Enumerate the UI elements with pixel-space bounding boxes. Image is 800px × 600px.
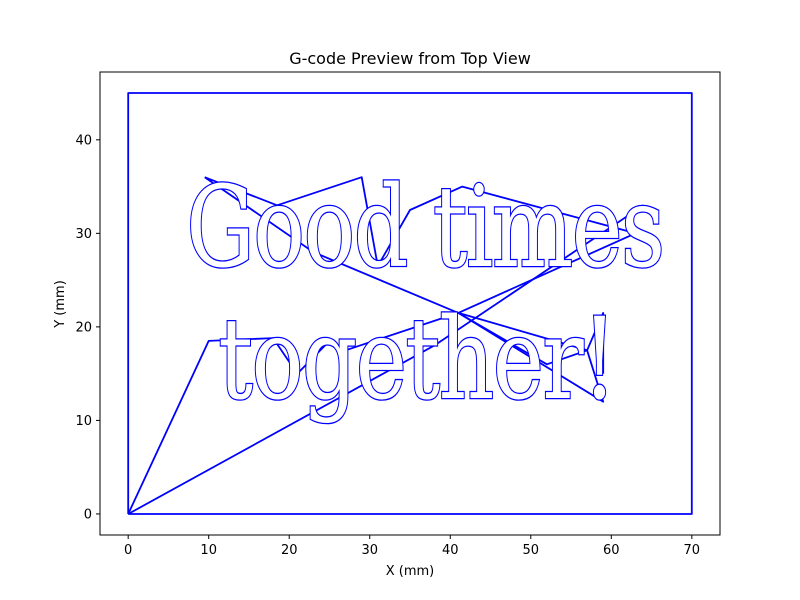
x-tick-label: 20: [281, 543, 298, 558]
y-tick-label: 40: [75, 133, 92, 148]
x-tick-label: 70: [684, 543, 701, 558]
x-tick-label: 60: [603, 543, 620, 558]
text-line-good-times: Good times: [186, 162, 663, 293]
series-line-0: [127, 92, 693, 515]
y-tick-label: 10: [75, 414, 92, 429]
y-tick-label: 30: [75, 227, 92, 242]
series-line-1: [127, 311, 605, 515]
y-tick-label: 0: [84, 507, 92, 522]
text-line-together: together!: [218, 294, 615, 425]
x-axis: 0 10 20 30 40 50 60 70: [124, 535, 700, 558]
series-line-2: [127, 204, 645, 515]
x-tick-label: 50: [523, 543, 540, 558]
y-axis-label: Y (mm): [53, 280, 68, 329]
y-axis: 0 10 20 30 40: [75, 133, 100, 522]
x-tick-label: 30: [361, 543, 378, 558]
x-tick-label: 40: [442, 543, 459, 558]
series-line-3: [204, 176, 637, 403]
x-axis-label: X (mm): [386, 564, 435, 579]
chart-title: G-code Preview from Top View: [289, 49, 531, 68]
x-tick-label: 0: [124, 543, 132, 558]
x-tick-label: 10: [200, 543, 217, 558]
text-outline-layer: Good times together!: [185, 161, 666, 427]
y-tick-label: 20: [75, 320, 92, 335]
plot-frame: [99, 71, 721, 536]
series-layer: [127, 92, 693, 515]
plot-area: Good times together! 0 10 20 30 40 50 60 70 0 10…: [75, 71, 721, 558]
